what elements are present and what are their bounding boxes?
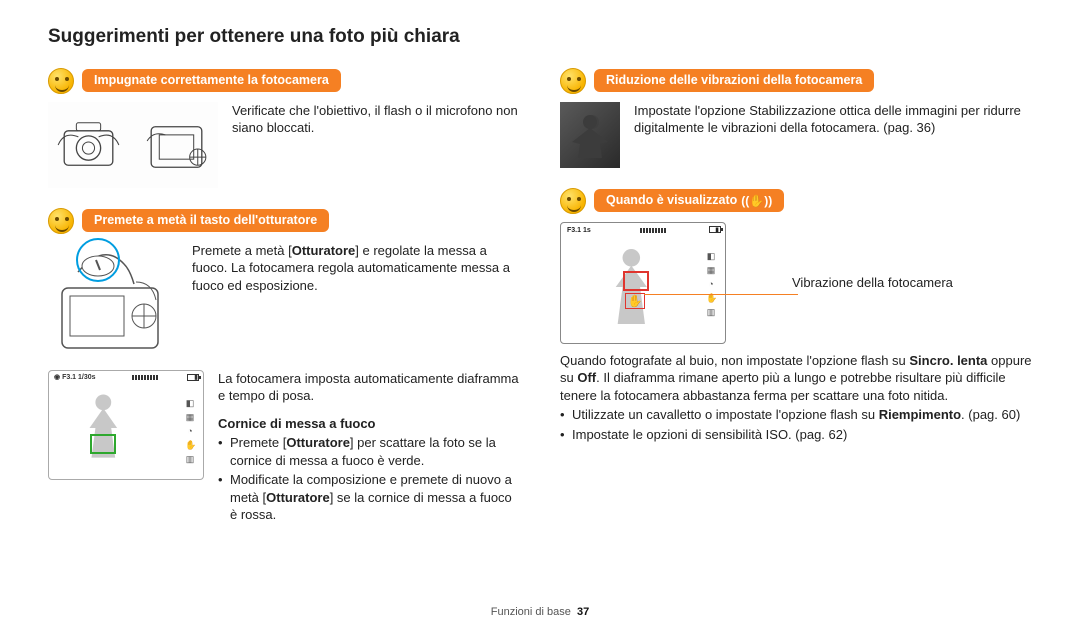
pill-shake: Quando è visualizzato ((✋)) xyxy=(594,189,784,212)
shutter-highlight-ring xyxy=(76,238,120,282)
focus-bullet-1: Premete [Otturatore] per scattare la fot… xyxy=(218,434,520,469)
shutter-p1b: Otturatore xyxy=(292,243,356,258)
pill-shutter: Premete a metà il tasto dell'otturatore xyxy=(82,209,329,232)
focus-frame-green xyxy=(90,434,116,454)
pill-hold: Impugnate correttamente la fotocamera xyxy=(82,69,341,92)
smiley-icon xyxy=(560,188,586,214)
page-footer: Funzioni di base 37 xyxy=(0,605,1080,620)
focus-frame-red xyxy=(623,271,649,291)
camera-grip-illustration xyxy=(48,102,218,188)
shake-callout: Vibrazione della fotocamera xyxy=(792,274,953,292)
shake-bullet-1: Utilizzate un cavalletto o impostate l'o… xyxy=(560,406,1032,424)
pill-vibration: Riduzione delle vibrazioni della fotocam… xyxy=(594,69,874,92)
page-title: Suggerimenti per ottenere una foto più c… xyxy=(48,24,1032,50)
columns: Impugnate correttamente la fotocamera xyxy=(48,68,1032,546)
section-shutter: Premete a metà il tasto dell'otturatore xyxy=(48,208,520,526)
shutter-p2: La fotocamera imposta automaticamente di… xyxy=(218,370,520,405)
camera-halfpress-illustration xyxy=(48,242,178,362)
shutter-p1a: Premete a metà [ xyxy=(192,243,292,258)
lcd-shake-preview: F3.1 1s ▮ ✋ ◧▦◔✋▥ xyxy=(560,222,726,344)
shake-indicator-icon: ✋ xyxy=(625,293,645,309)
shake-icon: ((✋)) xyxy=(741,193,772,209)
shake-bullet-2: Impostate le opzioni di sensibilità ISO.… xyxy=(560,426,1032,444)
focus-bullet-2: Modificate la composizione e premete di … xyxy=(218,471,520,524)
right-column: Riduzione delle vibrazioni della fotocam… xyxy=(560,68,1032,546)
focus-title: Cornice di messa a fuoco xyxy=(218,415,520,433)
shake-paragraph: Quando fotografate al buio, non impostat… xyxy=(560,352,1032,405)
blur-thumb xyxy=(560,102,620,168)
smiley-icon xyxy=(48,208,74,234)
section-vibration: Riduzione delle vibrazioni della fotocam… xyxy=(560,68,1032,168)
smiley-icon xyxy=(560,68,586,94)
section-hold: Impugnate correttamente la fotocamera xyxy=(48,68,520,188)
hold-text: Verificate che l'obiettivo, il flash o i… xyxy=(232,102,520,188)
section-shake: Quando è visualizzato ((✋)) F3.1 1s ▮ xyxy=(560,188,1032,444)
left-column: Impugnate correttamente la fotocamera xyxy=(48,68,520,546)
lcd-focus-preview: ◉ F3.1 1/30s ▮ ◧▦◔✋▥ xyxy=(48,370,204,480)
smiley-icon xyxy=(48,68,74,94)
vibration-text: Impostate l'opzione Stabilizzazione otti… xyxy=(634,102,1032,168)
